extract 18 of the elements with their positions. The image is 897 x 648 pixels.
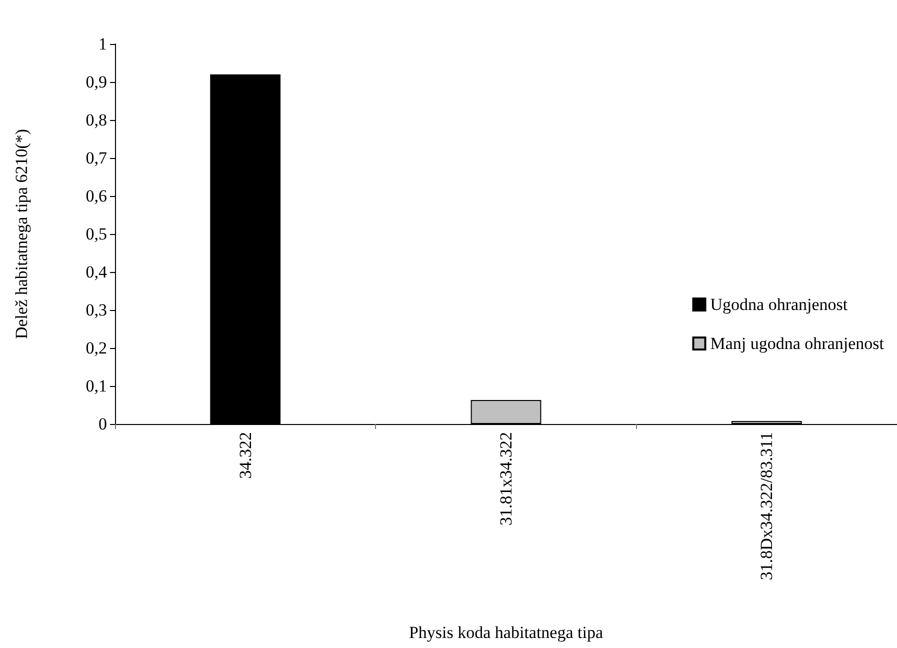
y-tick-label: 0 xyxy=(98,414,107,434)
x-axis-title: Physis koda habitatnega tipa xyxy=(408,623,604,642)
y-tick-label: 0,9 xyxy=(86,72,107,92)
y-tick-label: 1 xyxy=(98,34,107,54)
legend-label: Ugodna ohranjenost xyxy=(710,295,848,314)
y-tick-label: 0,7 xyxy=(86,148,108,168)
x-tick-label: 34.322 xyxy=(236,432,255,479)
x-tick-label: 31.8Dx34.322/83.311 xyxy=(757,432,776,580)
x-tick-label: 31.81x34.322 xyxy=(496,432,516,526)
legend-label: Manj ugodna ohranjenost xyxy=(710,334,884,353)
y-tick-label: 0,1 xyxy=(86,376,107,396)
y-axis-title: Delež habitatnega tipa 6210(*) xyxy=(12,128,31,340)
y-tick-label: 0,4 xyxy=(86,262,108,282)
y-tick-label: 0,6 xyxy=(86,186,107,206)
y-tick-label: 0,5 xyxy=(86,224,107,244)
y-tick-label: 0,8 xyxy=(86,110,107,130)
y-tick-label: 0,2 xyxy=(86,338,107,358)
y-tick-label: 0,3 xyxy=(86,300,107,320)
